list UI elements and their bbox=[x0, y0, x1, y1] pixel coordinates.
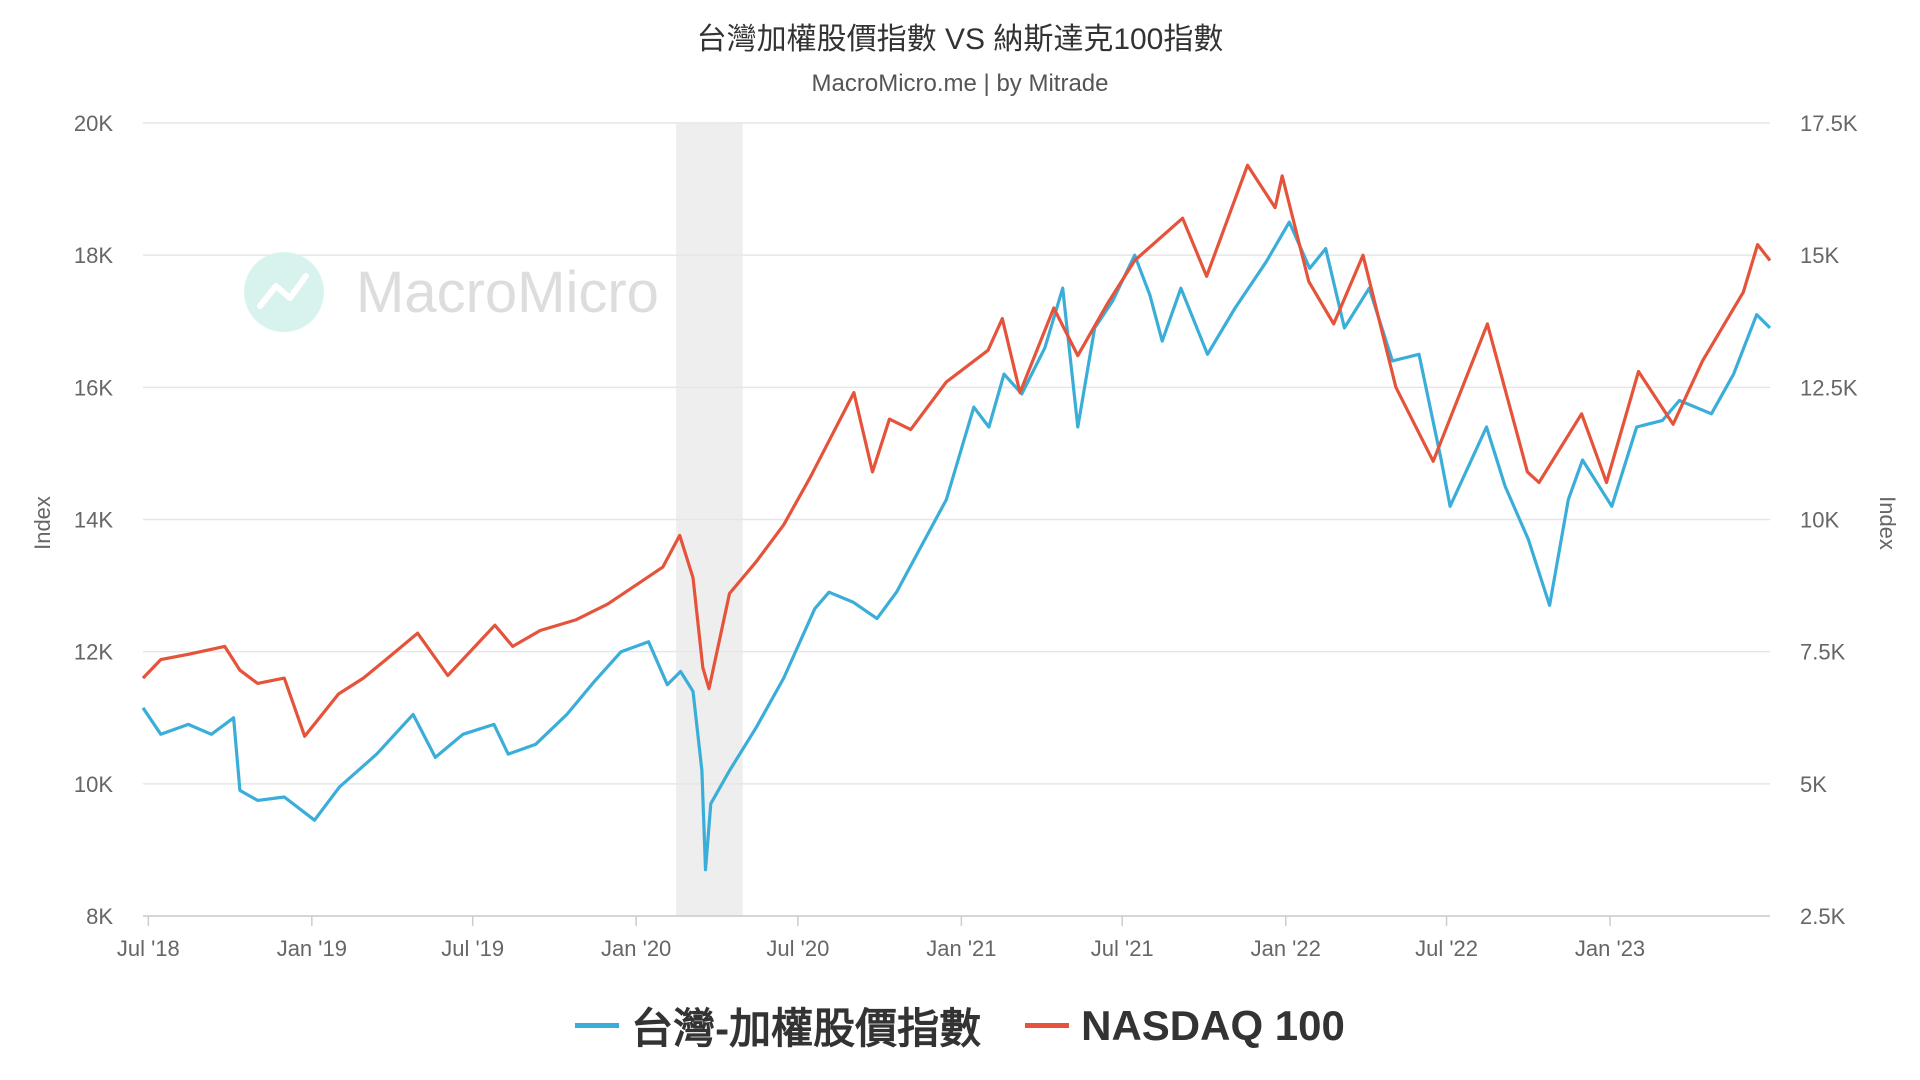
watermark-text: MacroMicro bbox=[356, 260, 659, 325]
chart-plot-area: MacroMicro 8K 2.5K 10K 5K 12K 7.5K 14K 10K 16K 12… bbox=[30, 111, 1900, 961]
x-tick-label: Jul '20 bbox=[766, 936, 829, 961]
x-tick-label: Jan '19 bbox=[277, 936, 347, 961]
y-right-tick-label: 17.5K bbox=[1800, 111, 1858, 136]
y-left-tick-label: 18K bbox=[74, 243, 113, 268]
y-right-tick-label: 7.5K bbox=[1800, 640, 1846, 665]
watermark-logo-chart-icon bbox=[257, 273, 309, 309]
series-layer bbox=[141, 163, 1772, 872]
legend-item-taiwan[interactable]: 台灣-加權股價指數 bbox=[575, 995, 981, 1056]
y-axis-left-title: Index bbox=[30, 496, 55, 550]
y-left-tick-label: 16K bbox=[74, 375, 113, 400]
x-tick-label: Jan '23 bbox=[1575, 936, 1645, 961]
legend-swatch-taiwan bbox=[575, 1023, 620, 1028]
y-left-tick-label: 12K bbox=[74, 640, 113, 665]
x-tick-label: Jul '22 bbox=[1415, 936, 1478, 961]
y-left-tick-label: 14K bbox=[74, 508, 113, 533]
y-right-tick-label: 5K bbox=[1800, 772, 1827, 797]
x-tick-label: Jan '20 bbox=[601, 936, 671, 961]
legend-item-nasdaq[interactable]: NASDAQ 100 bbox=[1025, 1002, 1345, 1050]
legend-label-nasdaq: NASDAQ 100 bbox=[1081, 1001, 1345, 1049]
axis-layer: 8K 2.5K 10K 5K 12K 7.5K 14K 10K 16K 12.5K 18K 15K 20… bbox=[74, 111, 1858, 961]
legend-label-taiwan: 台灣-加權股價指數 bbox=[631, 1005, 982, 1052]
y-axis-right-title: Index bbox=[1875, 496, 1900, 550]
legend-swatch-nasdaq bbox=[1025, 1023, 1070, 1028]
y-right-tick-label: 12.5K bbox=[1800, 375, 1858, 400]
series-line-taiwan bbox=[141, 220, 1772, 872]
grid-layer bbox=[143, 122, 1770, 917]
y-left-tick-label: 8K bbox=[86, 904, 113, 929]
x-tick-label: Jan '21 bbox=[926, 936, 996, 961]
y-right-tick-label: 15K bbox=[1800, 243, 1839, 268]
y-right-tick-label: 10K bbox=[1800, 508, 1839, 533]
x-tick-label: Jul '18 bbox=[117, 936, 180, 961]
x-tick-label: Jul '21 bbox=[1091, 936, 1154, 961]
y-right-tick-label: 2.5K bbox=[1800, 904, 1846, 929]
x-tick-label: Jan '22 bbox=[1251, 936, 1321, 961]
watermark: MacroMicro bbox=[244, 252, 659, 332]
legend: 台灣-加權股價指數 NASDAQ 100 bbox=[0, 995, 1920, 1056]
chart-subtitle: MacroMicro.me | by Mitrade bbox=[811, 70, 1109, 97]
y-left-tick-label: 20K bbox=[74, 111, 113, 136]
series-line-nasdaq bbox=[141, 163, 1772, 738]
chart-title: 台灣加權股價指數 VS 納斯達克100指數 bbox=[696, 23, 1224, 56]
x-tick-label: Jul '19 bbox=[441, 936, 504, 961]
y-left-tick-label: 10K bbox=[74, 772, 113, 797]
